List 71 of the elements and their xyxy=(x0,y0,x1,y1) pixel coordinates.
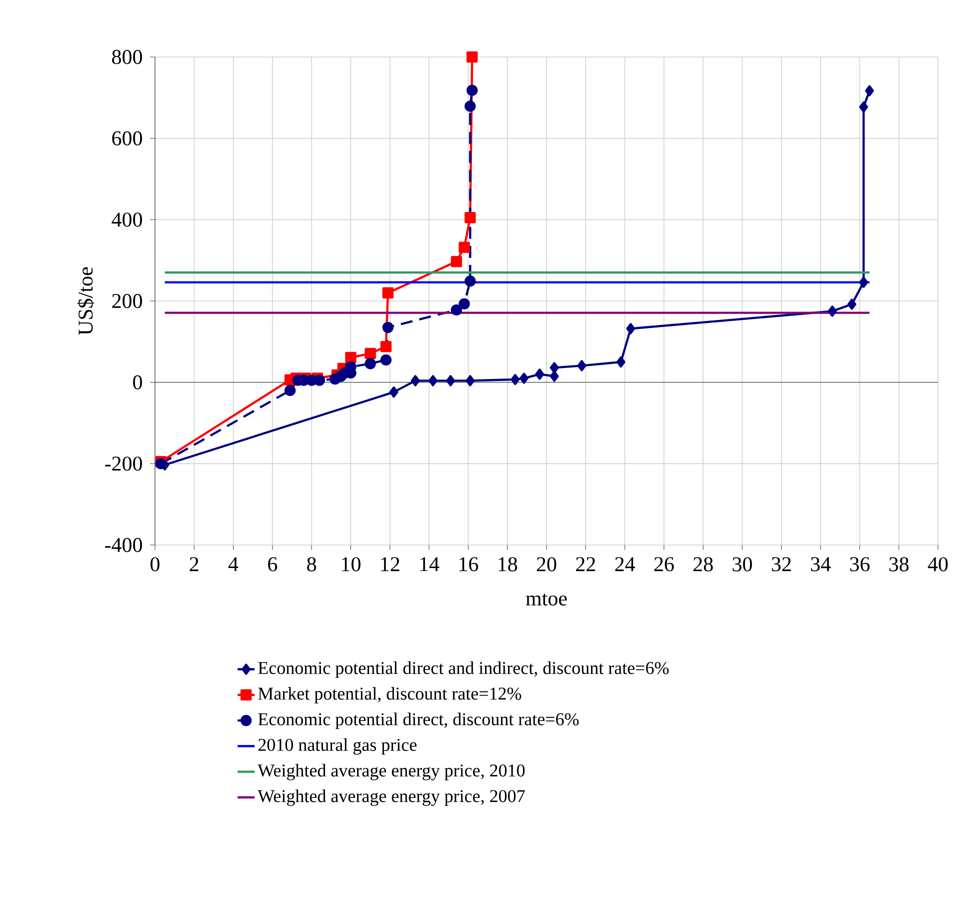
x-tick-label: 12 xyxy=(381,557,400,572)
point xyxy=(382,322,394,334)
point xyxy=(446,375,456,386)
point xyxy=(828,306,837,317)
y-tick-label: -400 xyxy=(105,538,142,552)
x-tick-label: 36 xyxy=(850,557,870,572)
x-tick-label: 28 xyxy=(694,557,713,572)
legend-label: Market potential, discount rate=12% xyxy=(258,687,522,704)
point xyxy=(466,51,478,63)
x-tick-label: 22 xyxy=(576,557,595,572)
point xyxy=(550,370,559,382)
point xyxy=(859,101,868,113)
x-tick-label: 24 xyxy=(615,557,635,572)
point xyxy=(847,298,856,310)
point xyxy=(382,287,394,298)
point xyxy=(389,386,398,398)
x-tick-label: 14 xyxy=(420,557,440,572)
point xyxy=(865,85,874,96)
x-tick-label: 40 xyxy=(928,557,948,572)
x-tick-label: 4 xyxy=(228,557,238,572)
point xyxy=(284,384,296,396)
x-tick-label: 32 xyxy=(772,557,791,572)
point xyxy=(859,276,868,288)
point xyxy=(626,323,636,334)
y-axis-title: US$/toe xyxy=(77,267,94,335)
x-tick-label: 16 xyxy=(460,557,478,572)
x-tick-label: 20 xyxy=(536,557,556,572)
legend-label: Economic potential direct and indirect, discount rate=6% xyxy=(258,661,669,678)
point xyxy=(450,304,462,316)
point xyxy=(345,352,356,364)
legend-label: Economic potential direct, discount rate=6% xyxy=(258,712,579,729)
point xyxy=(464,212,476,224)
point xyxy=(450,256,462,268)
x-axis-title: mtoe xyxy=(526,594,567,606)
point xyxy=(458,298,470,310)
y-tick-label: 0 xyxy=(133,375,142,390)
x-tick-label: 6 xyxy=(268,557,278,572)
point xyxy=(364,358,376,370)
y-tick-label: 800 xyxy=(112,50,142,64)
x-tick-label: 0 xyxy=(150,557,160,572)
y-tick-label: 600 xyxy=(112,131,142,146)
x-tick-label: 38 xyxy=(889,557,909,572)
x-tick-label: 26 xyxy=(654,557,674,572)
point xyxy=(520,372,528,384)
point xyxy=(577,360,586,372)
point xyxy=(428,375,438,386)
legend-label: 2010 natural gas price xyxy=(258,738,417,755)
x-tick-label: 18 xyxy=(498,557,518,572)
point xyxy=(364,348,376,360)
point xyxy=(380,354,392,366)
x-tick-label: 2 xyxy=(190,557,198,572)
point xyxy=(616,356,626,368)
legend-label: Weighted average energy price, 2007 xyxy=(258,790,525,806)
point xyxy=(550,362,559,374)
point xyxy=(535,368,544,380)
y-tick-label: -200 xyxy=(105,456,142,471)
x-tick-label: 8 xyxy=(307,557,316,572)
x-tick-label: 30 xyxy=(732,557,752,572)
point xyxy=(510,374,520,386)
point xyxy=(464,275,476,287)
y-tick-label: 400 xyxy=(112,212,142,227)
point xyxy=(380,340,392,352)
legend-label: Weighted average energy price, 2010 xyxy=(258,764,525,780)
point xyxy=(464,100,476,112)
point xyxy=(458,242,470,253)
x-tick-label: 34 xyxy=(811,557,831,572)
point xyxy=(466,375,475,386)
point xyxy=(410,375,420,386)
y-tick-label: 200 xyxy=(112,294,142,308)
x-tick-label: 10 xyxy=(342,557,360,572)
point xyxy=(466,84,478,96)
